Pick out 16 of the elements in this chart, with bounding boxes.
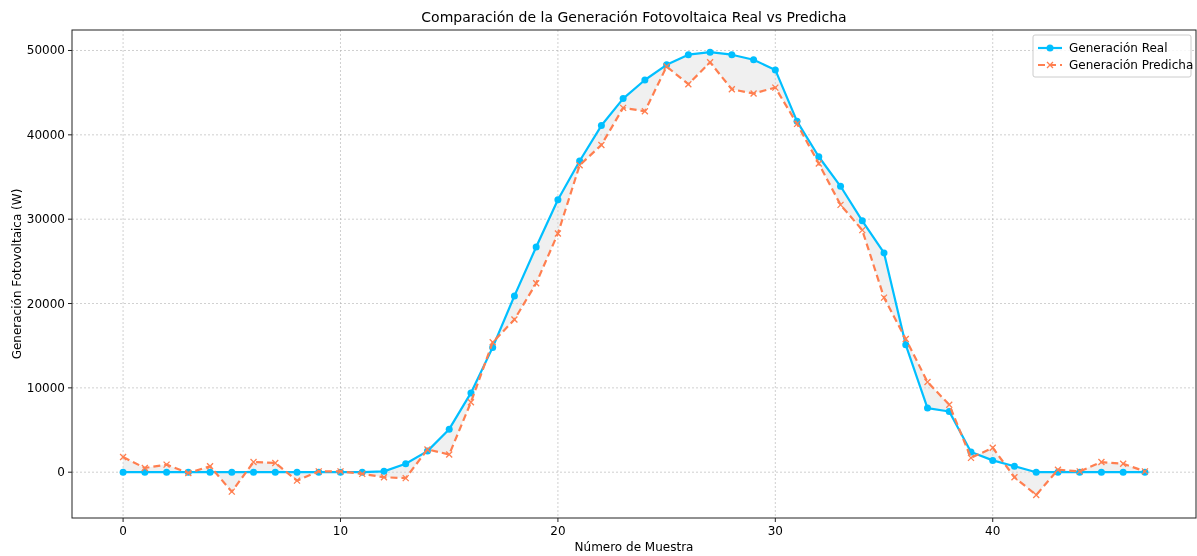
x-tick-label: 10: [332, 524, 349, 538]
x-tick-label: 20: [550, 524, 566, 538]
y-tick-label: 10000: [26, 380, 65, 395]
legend-label: Generación Predicha: [1069, 58, 1194, 72]
y-tick-label: 50000: [26, 43, 65, 58]
y-tick-label: 0: [57, 465, 65, 480]
y-axis-title: Generación Fotovoltaica (W): [10, 188, 24, 360]
x-tick-label: 30: [767, 524, 783, 538]
x-axis-title: Número de Muestra: [574, 540, 694, 554]
y-tick-label: 20000: [26, 296, 65, 311]
x-tick-label: 40: [985, 524, 1001, 538]
y-tick-label: 40000: [26, 127, 65, 142]
legend-label: Generación Real: [1069, 41, 1168, 55]
chart-title: Comparación de la Generación Fotovoltaica Real vs Predicha: [421, 9, 847, 25]
y-tick-label: 30000: [26, 212, 65, 227]
x-tick-label: 0: [119, 524, 127, 538]
